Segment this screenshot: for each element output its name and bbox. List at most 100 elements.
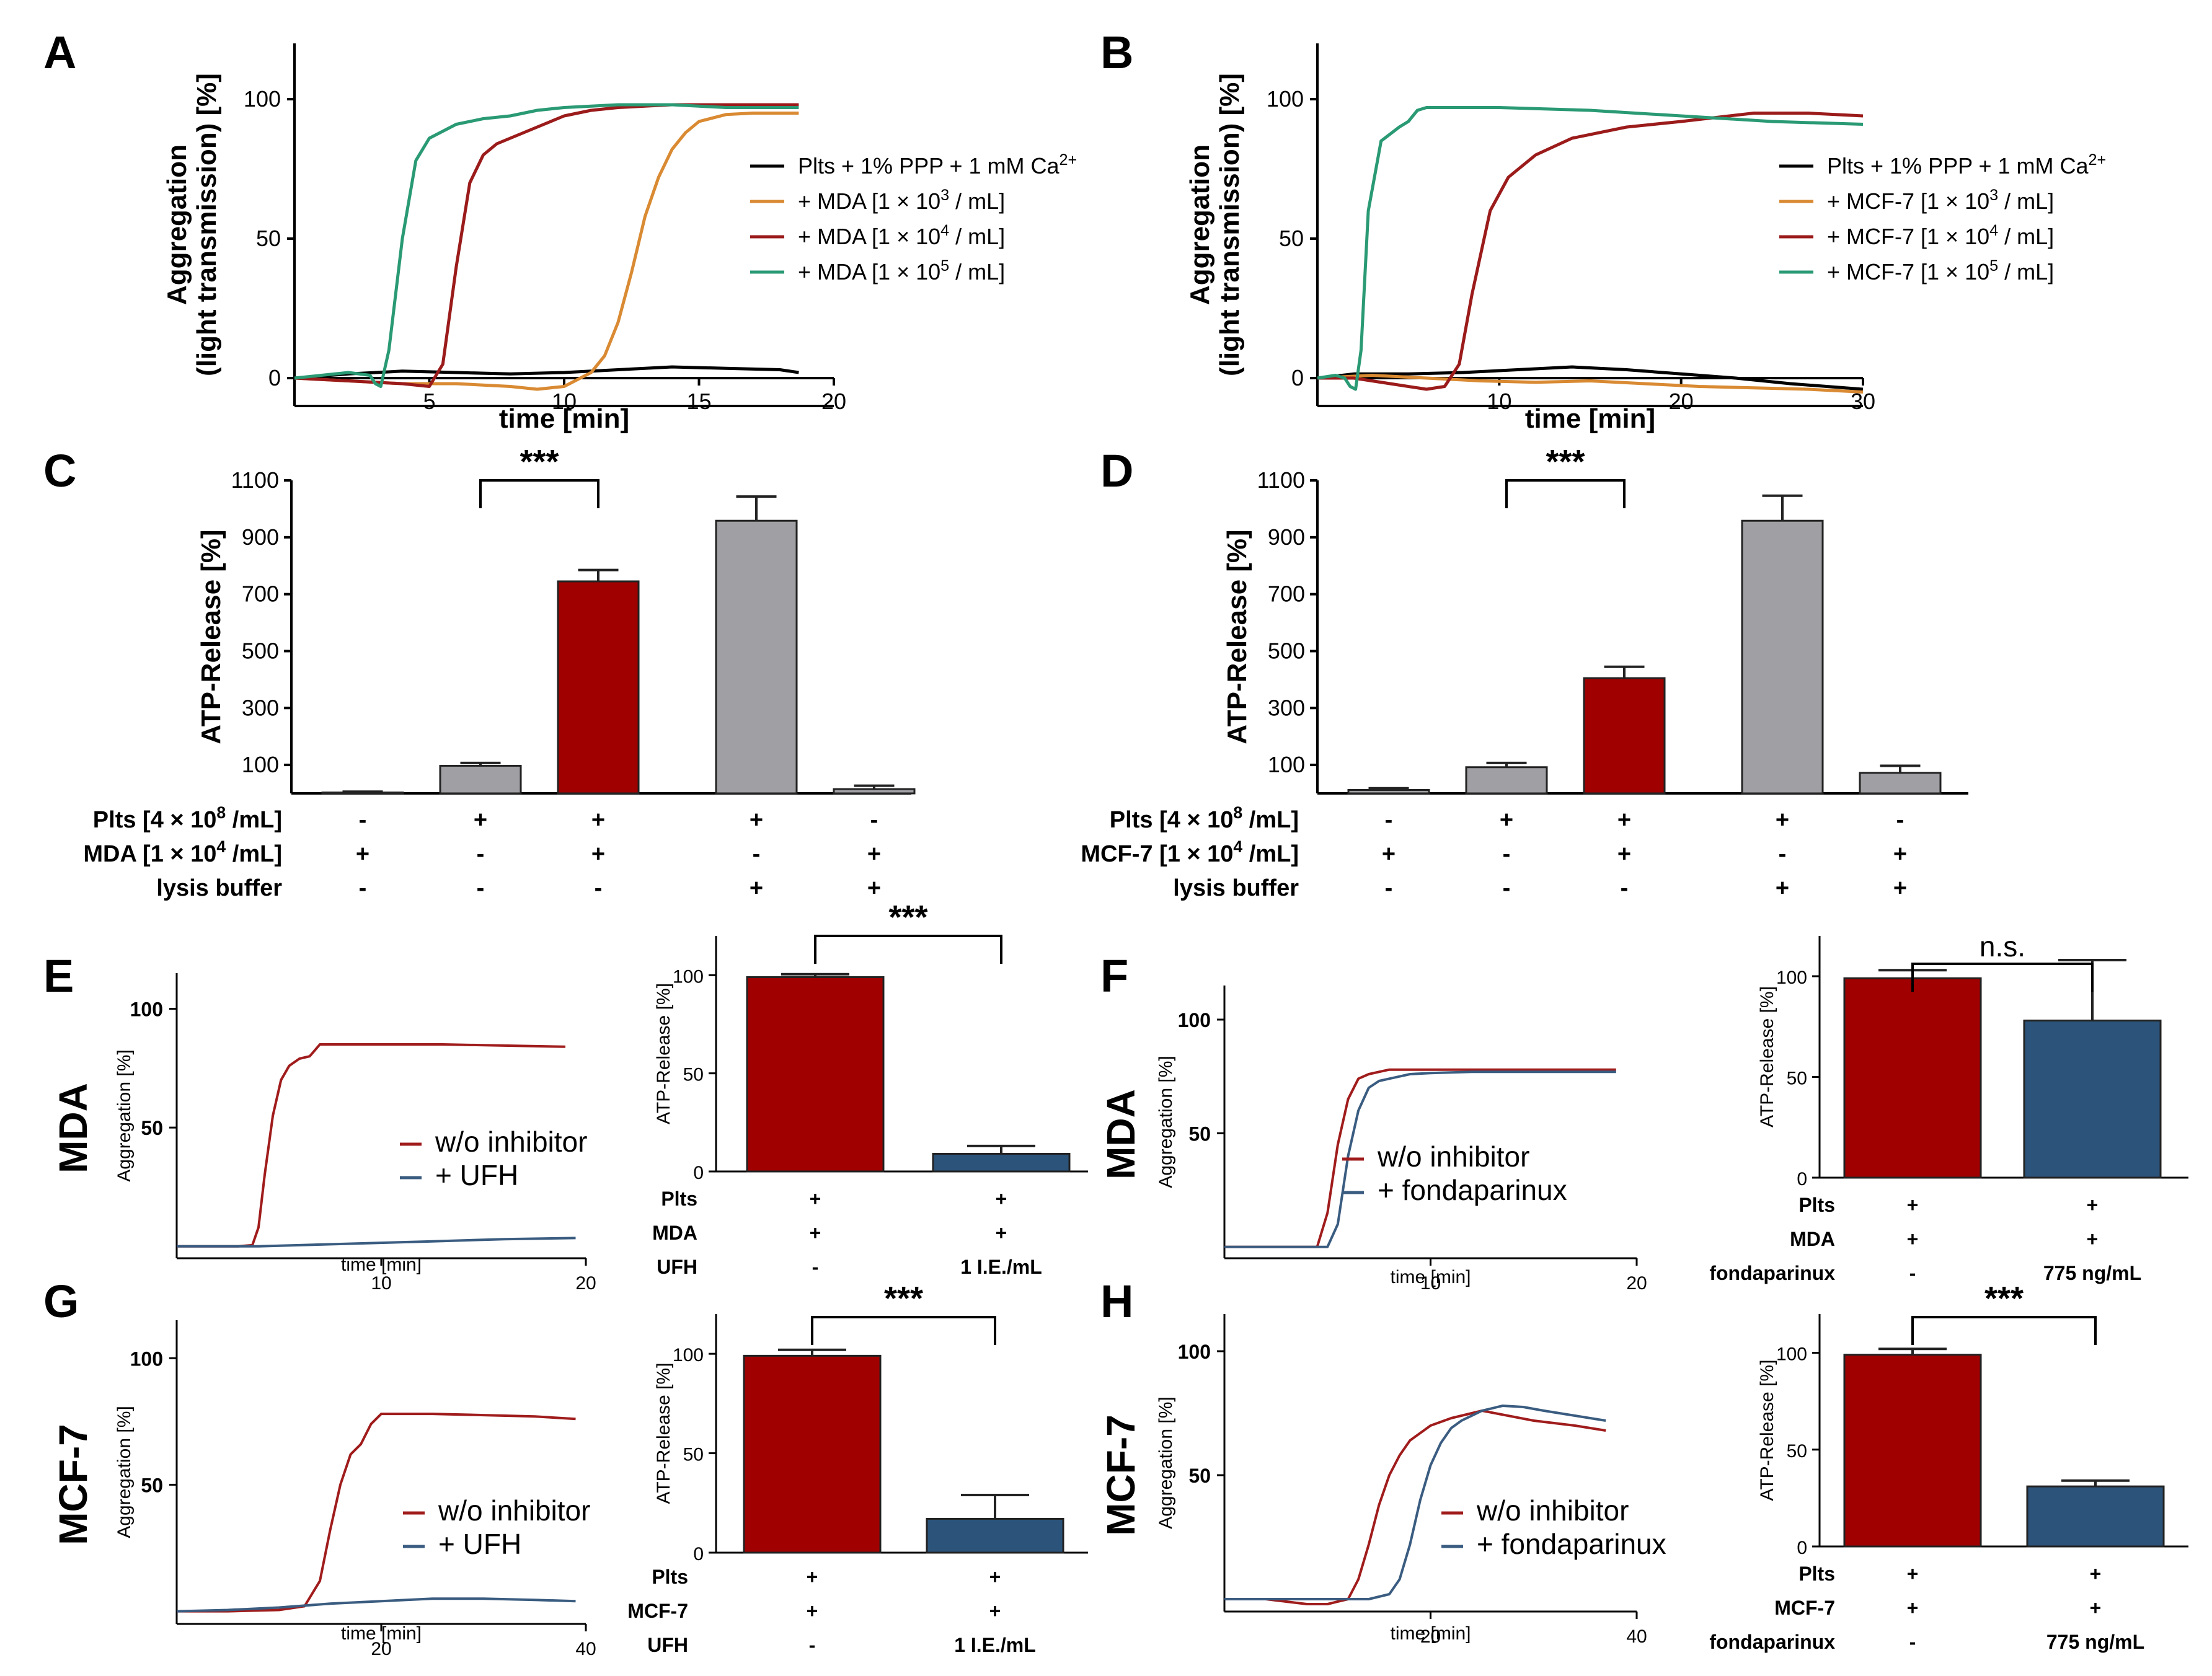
legend-label: + fondaparinux [1477,1528,1666,1560]
series-line-1 [1224,1070,1616,1248]
row-sign: + [807,1600,818,1622]
legend-label: + MDA [1 × 103 / mL] [798,187,1005,214]
x-axis-label: time [min] [1390,1623,1471,1644]
y-tick-label: 50 [1188,1122,1211,1145]
y-axis-label: ATP-Release [%] [1222,529,1252,744]
row-sign: - [1385,875,1393,901]
y-tick-label: 100 [1178,1341,1211,1363]
significance-bracket [814,935,1002,964]
y-tick-label: 100 [130,999,163,1021]
row-label: Plts [4 × 108 /mL] [1110,803,1299,833]
y-tick-label: 1100 [231,467,279,493]
row-sign: + [2090,1563,2102,1585]
row-sign: + [1776,875,1789,901]
row-sign: + [591,841,605,867]
x-axis-label: time [min] [341,1623,422,1644]
row-sign: + [2090,1597,2102,1619]
y-tick-label: 0 [693,1163,704,1183]
legend-label: w/o inhibitor [438,1494,590,1527]
row-sign: + [989,1566,1001,1588]
row-label: UFH [657,1256,697,1278]
significance-label: n.s. [1980,930,2025,963]
y-tick-label: 500 [242,638,279,663]
panel-H-line-chart: 50 100 20 40 Aggregation [%] time [min] w/o in… [1099,1314,1666,1647]
x-tick-label: 20 [821,389,846,414]
row-sign: - [809,1634,816,1656]
legend-label: + MCF-7 [1 × 103 / mL] [1827,187,2054,214]
bar [1843,1354,1982,1548]
row-sign: + [750,875,763,901]
significance-bracket [811,1316,996,1345]
x-tick-label: 15 [686,389,711,414]
significance-bracket [1505,479,1626,508]
x-axis-label: time [min] [341,1255,422,1275]
legend-label: + MDA [1 × 105 / mL] [798,257,1005,284]
row-sign: + [1500,807,1513,833]
x-tick-label: 10 [552,389,577,414]
y-tick-label: 100 [1267,86,1304,112]
row-sign: - [870,807,878,833]
significance-label: *** [888,899,927,936]
significance-bracket [1911,963,2094,992]
y-tick-label: 50 [1188,1465,1211,1487]
y-tick-label: 1100 [1257,467,1305,493]
y-tick-label: 50 [256,226,281,251]
series-line-1 [294,112,799,391]
row-sign: + [1907,1194,1919,1216]
x-axis-label: time [min] [1525,404,1655,434]
significance-label: *** [884,1280,923,1317]
row-label: MCF-7 [627,1600,688,1622]
bar [1843,977,1982,1179]
row-label: fondaparinux [1709,1631,1835,1653]
y-tick-label: 100 [130,1347,163,1370]
row-label: UFH [647,1634,688,1656]
y-axis-label: ATP-Release [%] [1757,986,1777,1127]
y-tick-label: 300 [1268,695,1305,720]
bar [743,1354,882,1554]
legend-label: + fondaparinux [1378,1174,1567,1206]
panel-letter: E [43,950,74,1002]
row-label: MCF-7 [1774,1597,1835,1619]
row-sign: + [1776,807,1789,833]
legend-label: + UFH [438,1528,521,1560]
row-sign: + [867,875,881,901]
y-axis-label: Aggregation [%] [1156,1396,1176,1528]
row-sign: + [1907,1597,1919,1619]
legend-label: Plts + 1% PPP + 1 mM Ca2+ [1827,151,2106,179]
legend-label: Plts + 1% PPP + 1 mM Ca2+ [798,151,1077,179]
y-tick-label: 500 [1268,638,1305,663]
row-sign: + [810,1188,821,1210]
row-sign: - [477,875,485,901]
x-tick-label: 20 [1420,1626,1441,1647]
bar [746,976,885,1173]
x-tick-label: 20 [575,1273,596,1294]
panel-letter: B [1100,27,1133,78]
row-label: Plts [652,1566,688,1588]
row-sign: + [1893,841,1907,867]
row-sign: 1 I.E./mL [960,1256,1042,1278]
row-label: Plts [661,1188,697,1210]
row-sign: + [591,807,605,833]
row-sign: + [356,841,369,867]
row-sign: 1 I.E./mL [954,1634,1036,1656]
row-label: Plts [1798,1194,1835,1216]
row-label: MDA [1790,1228,1835,1250]
y-axis-label: ATP-Release [%] [653,1363,674,1504]
bar [1347,788,1430,795]
bar [439,764,522,795]
row-sign: - [1503,841,1511,867]
y-tick-label: 100 [1178,1009,1211,1031]
row-sign: - [1621,875,1629,901]
y-axis-label: ATP-Release [%] [1757,1360,1777,1501]
x-tick-label: 20 [371,1639,391,1659]
y-tick-label: 700 [1268,581,1305,607]
y-axis-label: ATP-Release [%] [196,529,226,744]
row-sign: - [1909,1262,1916,1284]
y-tick-label: 0 [1797,1169,1807,1189]
y-tick-label: 50 [683,1445,704,1465]
row-label: lysis buffer [1173,875,1299,901]
row-sign: + [989,1600,1001,1622]
legend-label: w/o inhibitor [1377,1140,1529,1173]
